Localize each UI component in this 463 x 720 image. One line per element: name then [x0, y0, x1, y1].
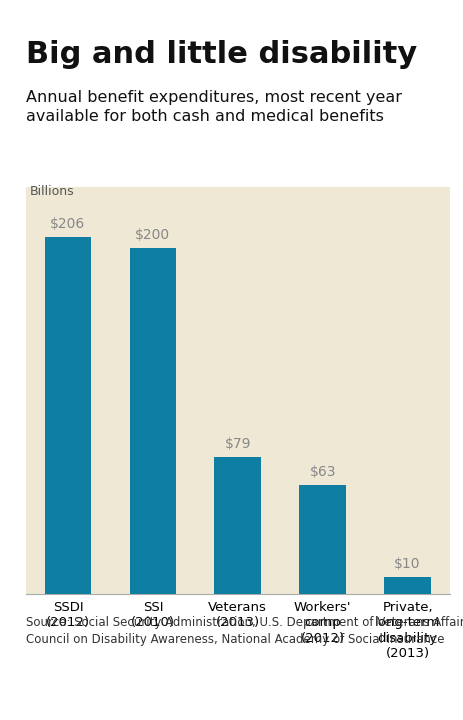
Text: $10: $10: [394, 557, 420, 571]
Text: $206: $206: [50, 217, 85, 231]
Text: Chart 2: Chart 2: [35, 16, 74, 25]
Text: Annual benefit expenditures, most recent year
available for both cash and medica: Annual benefit expenditures, most recent…: [25, 90, 400, 124]
Text: $79: $79: [224, 437, 250, 451]
Text: Source: Social Security Administration, U.S. Department of Veterans Affairs,
Cou: Source: Social Security Administration, …: [25, 616, 463, 646]
Bar: [299, 485, 345, 594]
Text: Billions: Billions: [30, 185, 75, 198]
Bar: [383, 577, 430, 594]
Bar: [129, 248, 176, 594]
Text: Big and little disability: Big and little disability: [25, 40, 416, 68]
Bar: [44, 238, 91, 594]
Text: $200: $200: [135, 228, 170, 242]
Text: $63: $63: [309, 465, 335, 479]
Bar: [214, 457, 261, 594]
